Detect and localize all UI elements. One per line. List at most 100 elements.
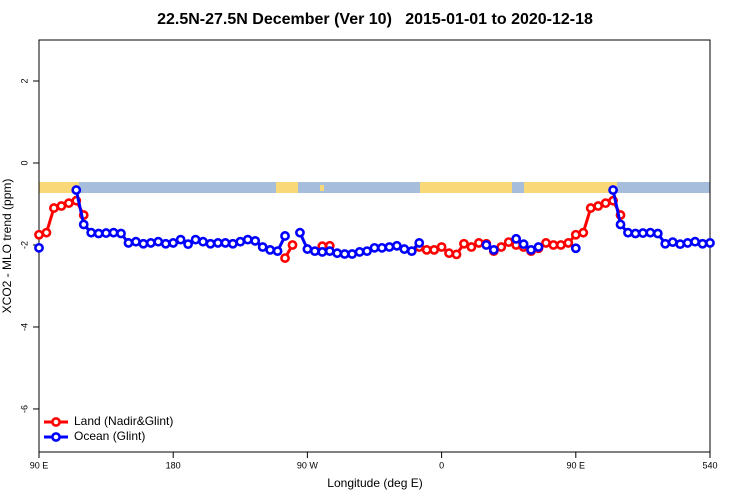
point (280, 231, 290, 241)
y-tick-label: -4 (19, 323, 29, 331)
map-land (320, 185, 324, 191)
point (548, 240, 559, 250)
point (213, 238, 223, 248)
point (675, 239, 686, 250)
x-tick-label: 540 (702, 460, 717, 470)
point (302, 244, 313, 254)
point (362, 246, 372, 257)
point (324, 246, 335, 257)
point (436, 242, 447, 252)
point (585, 203, 596, 213)
point (49, 203, 59, 213)
point (34, 229, 44, 240)
point (198, 236, 208, 247)
point (34, 242, 44, 253)
point (630, 228, 641, 239)
point (638, 228, 648, 238)
point (41, 227, 52, 238)
point (116, 228, 126, 239)
point (645, 227, 656, 238)
point (354, 247, 365, 257)
point (473, 238, 484, 248)
point (705, 238, 715, 248)
point (145, 238, 156, 248)
y-tick-label: -6 (19, 405, 29, 413)
y-tick-label: -2 (19, 241, 29, 249)
point (78, 219, 89, 230)
point (369, 242, 380, 253)
point (660, 238, 671, 249)
point (526, 244, 536, 255)
point (667, 237, 678, 248)
point (71, 185, 82, 195)
x-tick-label: 0 (439, 460, 444, 470)
map-land (524, 182, 617, 193)
point (459, 238, 469, 249)
point (570, 243, 581, 254)
point (108, 227, 119, 238)
legend-label: Ocean (Glint) (74, 429, 145, 443)
point (56, 201, 67, 211)
point (518, 239, 529, 250)
point (63, 198, 74, 209)
point (541, 238, 551, 248)
map-land (420, 182, 512, 193)
point (235, 236, 246, 247)
point (421, 244, 432, 255)
point (503, 237, 514, 248)
map-strip (39, 182, 710, 193)
point (444, 248, 454, 259)
point (615, 219, 626, 230)
y-axis-label: XCO2 - MLO trend (ppm) (0, 179, 14, 314)
y-tick-label: 0 (19, 160, 29, 165)
point (309, 246, 320, 257)
point (429, 244, 440, 255)
point (384, 242, 395, 252)
point (466, 242, 477, 252)
point (190, 234, 201, 245)
point (175, 234, 186, 245)
point (317, 247, 328, 257)
point (406, 246, 417, 257)
x-axis-label: Longitude (deg E) (327, 476, 422, 490)
point (555, 240, 566, 250)
point (391, 240, 402, 251)
point (414, 238, 425, 248)
chart-title: 22.5N-27.5N December (Ver 10) 2015-01-01… (157, 11, 593, 28)
point (652, 228, 663, 239)
point (399, 244, 410, 254)
legend-marker (51, 432, 61, 442)
legend-label: Land (Nadir&Glint) (74, 414, 173, 428)
y-tick-label: 2 (19, 78, 29, 83)
x-tick-label: 90 W (297, 460, 319, 470)
point (339, 249, 350, 259)
point (377, 242, 387, 253)
point (511, 233, 522, 244)
point (153, 236, 164, 247)
point (138, 238, 149, 249)
point (682, 238, 693, 248)
point (168, 238, 179, 248)
point (690, 236, 700, 247)
point (93, 228, 104, 239)
point (496, 242, 507, 252)
map-land (276, 182, 298, 193)
point (287, 240, 298, 250)
x-tick-label: 90 E (567, 460, 586, 470)
x-tick-label: 90 E (30, 460, 49, 470)
point (563, 238, 574, 248)
point (205, 238, 216, 249)
point (257, 242, 268, 252)
point (593, 201, 604, 211)
point (123, 238, 134, 248)
point (160, 238, 171, 249)
x-tick-label: 180 (166, 460, 181, 470)
point (250, 235, 261, 246)
point (280, 253, 290, 263)
point (608, 185, 618, 195)
point (481, 240, 492, 250)
point (183, 239, 194, 250)
point (600, 198, 611, 209)
